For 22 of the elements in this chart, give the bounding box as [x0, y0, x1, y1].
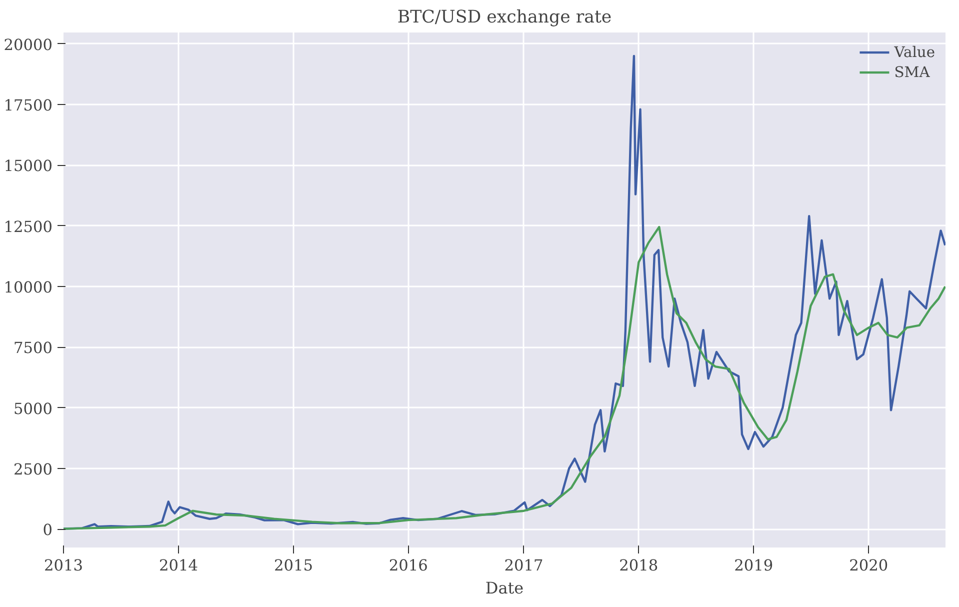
y-tick-label: 17500 [4, 96, 53, 115]
y-tick-label: 7500 [13, 339, 53, 358]
y-tick-label: 20000 [4, 36, 53, 54]
legend-label: Value [894, 44, 935, 60]
y-tick-label: 15000 [4, 157, 53, 176]
y-tick-label: 10000 [4, 278, 53, 296]
x-tick-label: 2016 [388, 556, 428, 574]
x-tick-label: 2018 [619, 556, 658, 574]
y-tick-label: 12500 [4, 218, 53, 236]
x-tick-label: 2013 [44, 556, 84, 574]
line-series [64, 226, 946, 530]
x-tick-label: 2020 [849, 556, 888, 574]
chart-title: BTC/USD exchange rate [397, 8, 612, 28]
y-tick-label: 0 [42, 521, 53, 540]
y-tick-label: 2500 [13, 460, 53, 478]
y-tick-label: 5000 [13, 400, 53, 418]
legend-label: SMA [894, 64, 930, 80]
x-tick-label: 2019 [734, 556, 774, 574]
x-axis-title: Date [485, 578, 524, 598]
x-tick-label: 2014 [158, 556, 198, 574]
x-tick-label: 2017 [504, 556, 544, 574]
x-tick-label: 2015 [274, 556, 313, 574]
